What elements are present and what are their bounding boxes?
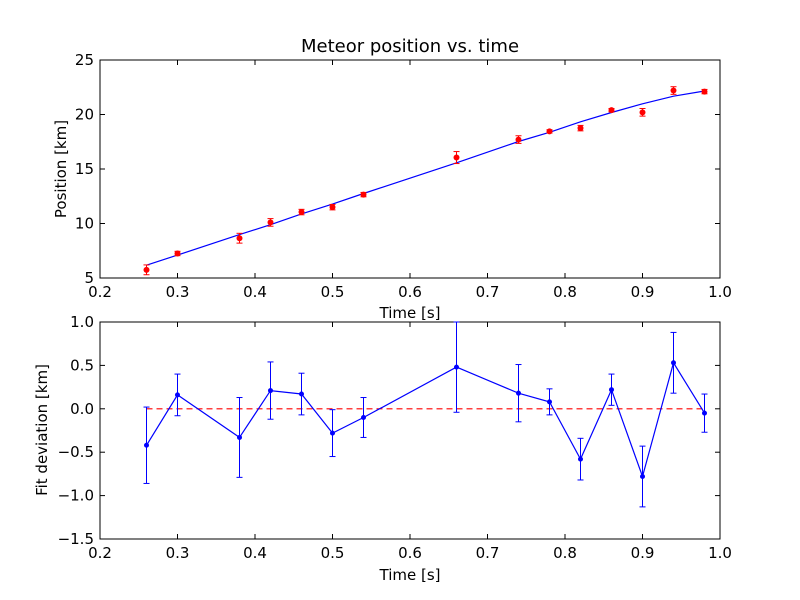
deviation-point bbox=[702, 410, 707, 416]
deviation-point bbox=[516, 390, 521, 396]
deviation-point bbox=[454, 364, 459, 370]
deviation-point bbox=[268, 388, 273, 394]
position-point bbox=[329, 204, 336, 211]
deviation-y-tick-label: −1.0 bbox=[58, 487, 94, 505]
deviation-point bbox=[578, 456, 583, 462]
deviation-x-tick-label: 0.7 bbox=[476, 544, 500, 562]
position-x-tick-label: 0.7 bbox=[476, 283, 500, 301]
position-point bbox=[267, 219, 274, 226]
position-point bbox=[515, 136, 522, 143]
position-point bbox=[546, 128, 553, 135]
deviation-y-tick-label: 0.0 bbox=[70, 400, 94, 418]
position-point bbox=[143, 266, 150, 273]
position-x-label: Time [s] bbox=[379, 304, 441, 322]
deviation-x-tick-label: 0.4 bbox=[243, 544, 267, 562]
deviation-point bbox=[640, 474, 645, 480]
position-plot-frame bbox=[99, 59, 721, 279]
deviation-point bbox=[330, 430, 335, 436]
position-point bbox=[453, 154, 460, 161]
position-y-tick-label: 5 bbox=[84, 269, 94, 287]
deviation-x-tick-label: 0.8 bbox=[553, 544, 577, 562]
deviation-y-tick-label: −1.5 bbox=[58, 530, 94, 548]
position-x-tick-label: 0.2 bbox=[88, 283, 112, 301]
deviation-x-tick-label: 0.2 bbox=[88, 544, 112, 562]
position-x-tick-label: 0.9 bbox=[631, 283, 655, 301]
position-point bbox=[174, 250, 181, 257]
position-x-tick-label: 0.5 bbox=[321, 283, 345, 301]
position-x-tick-label: 0.8 bbox=[553, 283, 577, 301]
deviation-x-tick-label: 0.6 bbox=[398, 544, 422, 562]
position-y-label: Position [km] bbox=[52, 120, 70, 218]
position-x-tick-label: 0.3 bbox=[166, 283, 190, 301]
deviation-plot-frame bbox=[99, 321, 721, 540]
deviation-line bbox=[145, 361, 706, 479]
deviation-panel: 0.2 0.3 0.4 0.5 0.6 0.7 0.8 0.9 1.0 −1.5 −1.0 −0.5 0… bbox=[33, 313, 732, 584]
position-x-tick-label: 0.4 bbox=[243, 283, 267, 301]
deviation-y-tick-label: 1.0 bbox=[70, 313, 94, 331]
position-point bbox=[360, 191, 367, 198]
position-panel: Meteor position vs. time 0.2 0.3 0.4 0.5 0.6… bbox=[52, 36, 732, 322]
position-y-tick-label: 25 bbox=[75, 51, 94, 69]
deviation-x-label: Time [s] bbox=[379, 566, 441, 584]
deviation-x-tick-label: 1.0 bbox=[708, 544, 732, 562]
position-x-tick-label: 1.0 bbox=[708, 283, 732, 301]
position-y-tick-label: 15 bbox=[75, 160, 94, 178]
position-y-tick-label: 20 bbox=[75, 106, 94, 124]
position-point bbox=[577, 125, 584, 132]
position-y-tick-label: 10 bbox=[75, 215, 94, 233]
deviation-x-tick-label: 0.9 bbox=[631, 544, 655, 562]
position-point bbox=[236, 235, 243, 242]
position-point bbox=[298, 209, 305, 216]
deviation-point bbox=[237, 434, 242, 440]
deviation-y-label: Fit deviation [km] bbox=[33, 364, 51, 496]
fit-line bbox=[146, 90, 705, 266]
deviation-point bbox=[144, 442, 149, 448]
position-x-tick-label: 0.6 bbox=[398, 283, 422, 301]
deviation-x-tick-label: 0.5 bbox=[321, 544, 345, 562]
deviation-point bbox=[175, 392, 180, 398]
position-point bbox=[701, 88, 708, 95]
deviation-point bbox=[547, 399, 552, 405]
deviation-y-tick-label: −0.5 bbox=[58, 443, 94, 461]
position-point bbox=[639, 109, 646, 116]
position-point bbox=[670, 87, 677, 94]
deviation-point bbox=[361, 414, 366, 420]
deviation-point bbox=[671, 360, 676, 366]
deviation-x-tick-label: 0.3 bbox=[166, 544, 190, 562]
deviation-point bbox=[299, 391, 304, 397]
chart-title: Meteor position vs. time bbox=[301, 36, 519, 57]
deviation-y-tick-label: 0.5 bbox=[70, 356, 94, 374]
position-point bbox=[608, 107, 615, 114]
deviation-point bbox=[609, 387, 614, 393]
